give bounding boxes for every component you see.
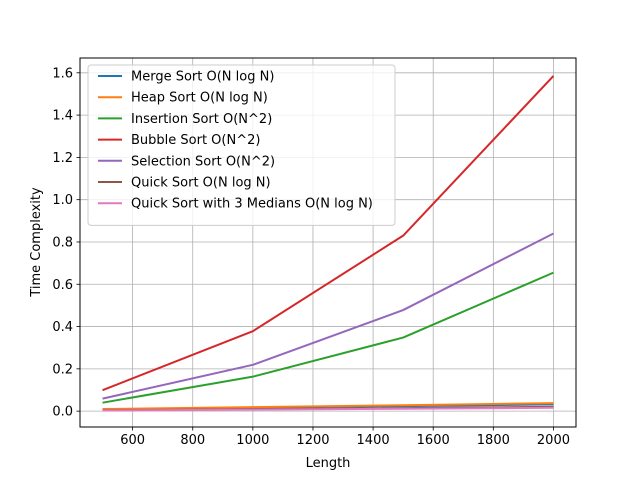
legend-entry-label: Bubble Sort O(N^2) (131, 133, 260, 148)
x-tick-label: 1400 (357, 433, 390, 448)
y-tick-label: 1.0 (52, 193, 73, 208)
y-axis-ticks: 0.0 0.2 0.4 0.6 0.8 1.0 1.2 1.4 1.6 (52, 66, 80, 420)
x-axis-label: Length (306, 456, 351, 471)
x-tick-label: 600 (120, 433, 145, 448)
x-tick-label: 1600 (417, 433, 450, 448)
series-line-3 (102, 271, 554, 404)
series-line-4 (102, 75, 555, 392)
y-tick-label: 0.4 (52, 320, 73, 335)
y-tick-label: 0.0 (52, 405, 73, 420)
series-line-5 (102, 232, 554, 400)
x-axis-ticks: 600 800 1000 1200 1400 1600 1800 2000 (120, 427, 570, 448)
x-tick-label: 800 (180, 433, 205, 448)
y-tick-label: 1.2 (52, 151, 73, 166)
y-tick-label: 0.8 (52, 235, 73, 250)
legend-entry-label: Selection Sort O(N^2) (131, 154, 275, 169)
x-tick-label: 1800 (477, 433, 510, 448)
y-tick-label: 1.6 (52, 66, 73, 81)
x-tick-label: 2000 (537, 433, 570, 448)
y-tick-label: 1.4 (52, 109, 73, 124)
y-tick-label: 0.6 (52, 278, 73, 293)
y-axis-label: Time Complexity (29, 187, 44, 298)
legend-entry-label: Quick Sort O(N log N) (131, 176, 271, 191)
y-tick-label: 0.2 (52, 362, 73, 377)
legend-entry-label: Heap Sort O(N log N) (131, 91, 268, 106)
x-tick-label: 1200 (296, 433, 329, 448)
legend-box (87, 64, 396, 226)
legend-entry-label: Insertion Sort O(N^2) (131, 112, 272, 127)
series-line-7 (102, 406, 554, 412)
legend: Merge Sort O(N log N) Heap Sort O(N log N… (87, 64, 396, 226)
series-lines (102, 75, 555, 412)
legend-entry-label: Quick Sort with 3 Medians O(N log N) (131, 197, 373, 212)
plot-frame (79, 57, 577, 428)
series-line-2 (102, 402, 554, 411)
legend-entry-label: Merge Sort O(N log N) (131, 70, 274, 85)
x-tick-label: 1000 (236, 433, 269, 448)
